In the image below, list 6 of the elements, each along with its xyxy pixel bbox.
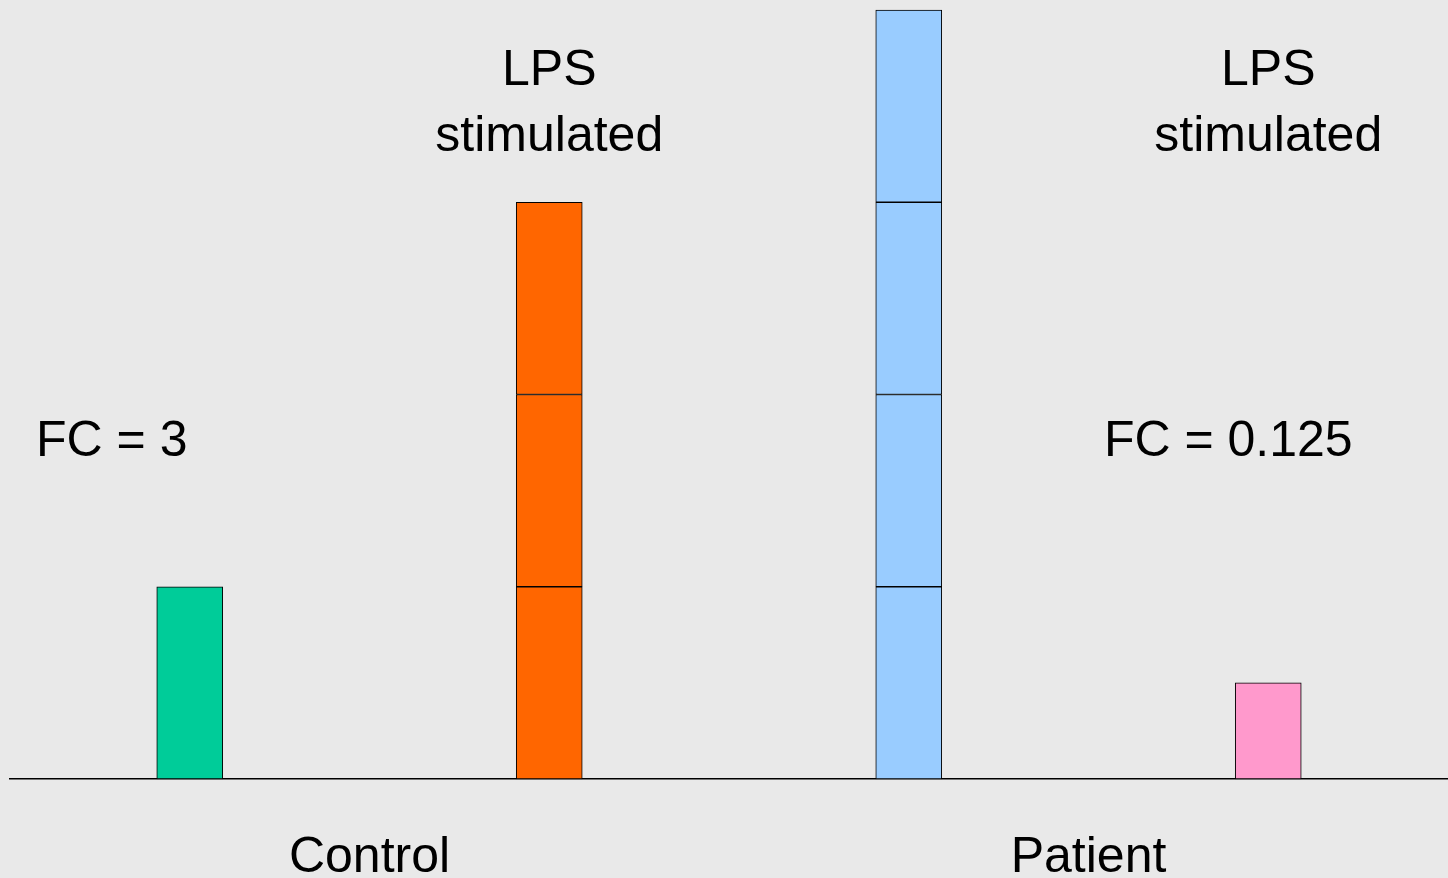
text: Patient bbox=[1010, 827, 1167, 878]
annotation: FC = 3 bbox=[36, 411, 188, 467]
annotation: LPS stimulated bbox=[1154, 40, 1383, 162]
annotation: FC = 0.125 bbox=[1103, 411, 1353, 467]
text: Control bbox=[288, 827, 451, 878]
annotation: LPS stimulated bbox=[435, 40, 664, 162]
